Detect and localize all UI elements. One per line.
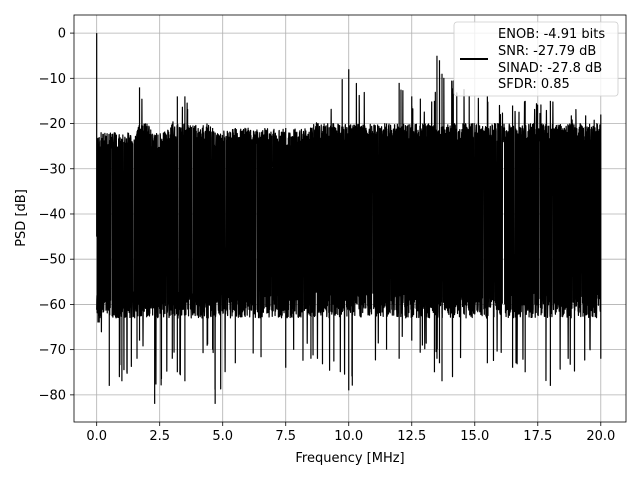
x-tick-label: 10.0 xyxy=(334,429,363,444)
x-tick-label: 15.0 xyxy=(460,429,489,444)
x-axis: 0.0 2.5 5.0 7.5 10.0 12.5 15.0 17.5 20.0 xyxy=(86,422,615,444)
y-tick-label: −40 xyxy=(39,207,66,222)
y-axis: 0 −10 −20 −30 −40 −50 −60 −70 −80 xyxy=(39,27,74,403)
x-tick-label: 0.0 xyxy=(86,429,107,444)
series-layer xyxy=(96,33,602,404)
x-axis-label: Frequency [MHz] xyxy=(295,451,404,466)
legend-entry-sfdr: SFDR: 0.85 xyxy=(498,77,570,92)
x-tick-label: 17.5 xyxy=(523,429,552,444)
legend-entry-snr: SNR: -27.79 dB xyxy=(498,44,596,59)
y-tick-label: −30 xyxy=(39,162,66,177)
y-tick-label: −50 xyxy=(39,253,66,268)
y-axis-label: PSD [dB] xyxy=(14,189,29,247)
legend-entry-sinad: SINAD: -27.8 dB xyxy=(498,61,602,76)
psd-series-line xyxy=(96,33,602,404)
legend-entry-enob: ENOB: -4.91 bits xyxy=(498,27,605,42)
y-tick-label: −10 xyxy=(39,72,66,87)
y-tick-label: −20 xyxy=(39,117,66,132)
y-tick-label: −80 xyxy=(39,388,66,403)
x-tick-label: 12.5 xyxy=(397,429,426,444)
legend: ENOB: -4.91 bits SNR: -27.79 dB SINAD: -… xyxy=(453,21,619,97)
x-tick-label: 20.0 xyxy=(586,429,615,444)
x-tick-label: 7.5 xyxy=(275,429,296,444)
x-tick-label: 2.5 xyxy=(149,429,170,444)
y-tick-label: −70 xyxy=(39,343,66,358)
legend-box xyxy=(453,21,619,97)
y-tick-label: 0 xyxy=(58,27,66,42)
axes-frame xyxy=(73,14,627,423)
y-tick-label: −60 xyxy=(39,298,66,313)
plot-area xyxy=(96,33,602,404)
x-tick-label: 5.0 xyxy=(212,429,233,444)
